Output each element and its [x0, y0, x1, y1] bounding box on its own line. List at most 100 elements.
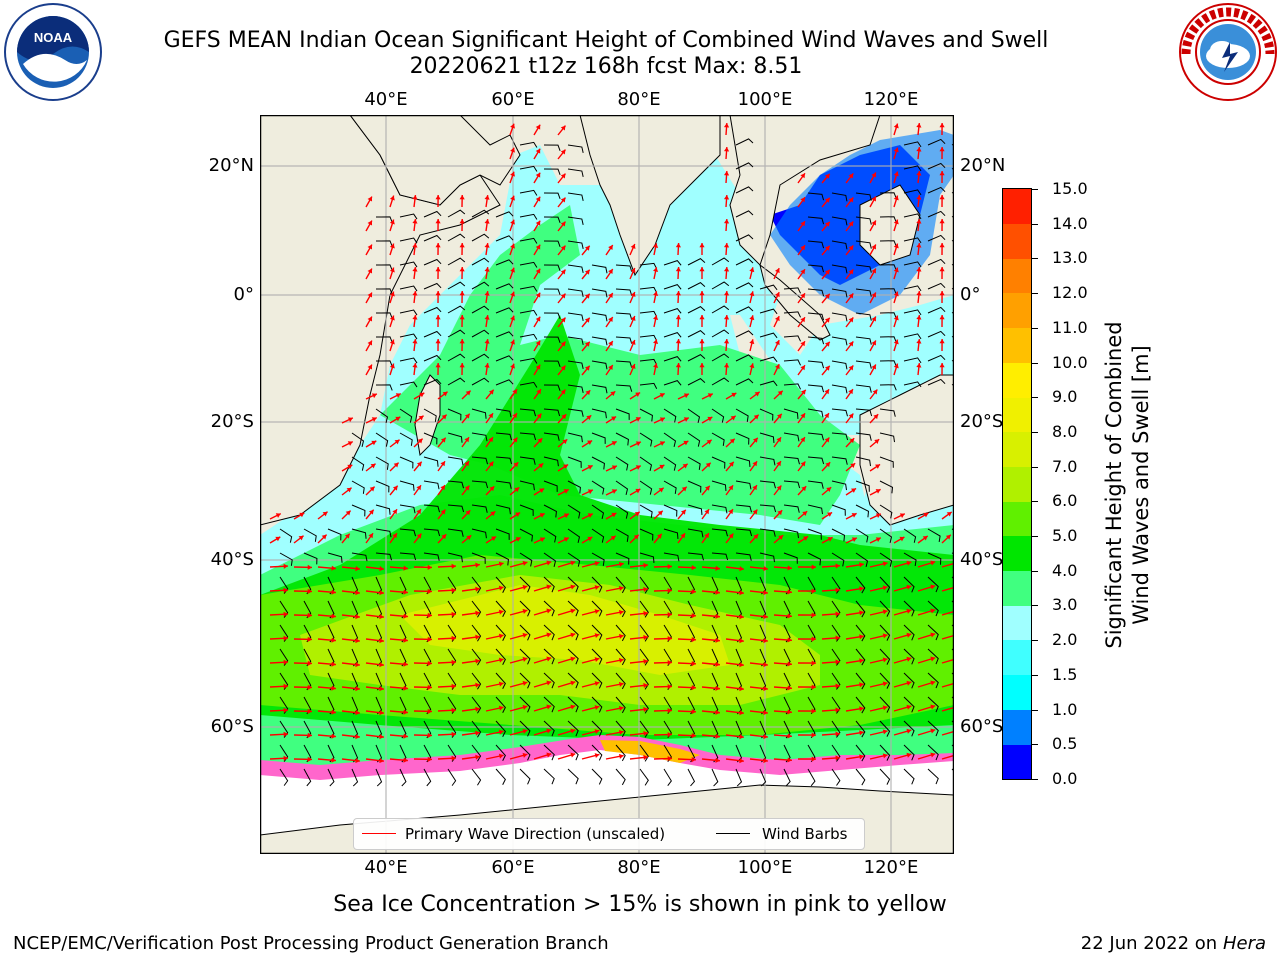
wind-barb: [735, 234, 754, 242]
wave-direction-arrowhead: [939, 267, 945, 272]
date-text: 22 Jun 2022 on: [1080, 933, 1218, 954]
wave-direction-arrowhead: [893, 171, 899, 177]
wave-direction-arrowhead: [371, 393, 377, 399]
wind-barb: [663, 768, 672, 787]
wind-barb: [591, 456, 605, 470]
wave-direction-arrowhead: [704, 533, 709, 539]
wind-barb: [735, 210, 754, 218]
wave-direction-arrowhead: [916, 219, 922, 224]
southeast-asia: [729, 115, 881, 266]
wind-barb: [567, 768, 579, 785]
wave-direction-arrowhead: [395, 393, 401, 398]
wind-barb: [663, 284, 682, 290]
wind-barb: [927, 768, 939, 785]
wave-direction-arrowhead: [707, 393, 713, 398]
wind-barb: [903, 357, 922, 364]
wave-direction-arrowhead: [347, 441, 353, 446]
wave-direction-arrowhead: [824, 197, 830, 203]
colorbar-tick-label: 5.0: [1052, 526, 1078, 546]
wind-barb: [711, 257, 730, 266]
wind-barb: [783, 383, 802, 390]
wave-direction-arrowhead: [835, 707, 840, 713]
wave-direction-arrowhead: [859, 730, 864, 736]
wave-direction-arrowhead: [800, 293, 805, 299]
wind-barb: [591, 288, 608, 298]
wave-direction-arrowhead: [379, 638, 384, 644]
wave-direction-arrowhead: [851, 488, 857, 493]
wave-direction-arrowhead: [611, 465, 617, 471]
wave-direction-arrowhead: [563, 537, 569, 542]
wind-barb: [567, 528, 581, 543]
wind-barb: [687, 306, 706, 314]
wind-barb: [783, 456, 800, 465]
wind-barb: [279, 744, 289, 762]
colorbar-segment: [1003, 744, 1031, 780]
wave-direction-arrowhead: [427, 732, 432, 738]
wind-barb: [543, 624, 555, 641]
wind-barb: [423, 258, 442, 266]
wave-direction-arrowhead: [653, 243, 659, 248]
wave-direction-arrowhead: [371, 440, 377, 446]
wind-barb: [927, 258, 946, 266]
wave-direction-arrowhead: [355, 734, 360, 740]
wave-direction-arrowhead: [835, 587, 840, 593]
wave-direction-arrowhead: [728, 509, 733, 515]
wave-direction-arrowhead: [475, 706, 480, 712]
wave-direction-arrowhead: [667, 564, 672, 570]
wind-barb: [927, 576, 939, 593]
colorbar-tick-mark: [1032, 327, 1038, 329]
wind-barb: [423, 504, 441, 513]
wave-direction-arrowhead: [459, 339, 465, 344]
wind-barb: [879, 264, 897, 271]
wave-direction-arrowhead: [546, 632, 552, 638]
wind-barb: [375, 336, 393, 343]
wave-direction-arrowhead: [763, 685, 768, 692]
wave-direction-arrowhead: [882, 609, 888, 615]
wave-direction-arrowhead: [882, 753, 888, 759]
wind-barb: [615, 720, 626, 738]
wind-barb: [399, 552, 417, 561]
wave-direction-arrowhead: [498, 705, 504, 711]
wave-direction-arrowhead: [546, 584, 552, 590]
wind-barb: [567, 192, 584, 202]
wind-barb: [927, 162, 946, 170]
wind-barb: [783, 359, 802, 366]
wave-direction-arrowhead: [367, 340, 373, 346]
wind-barb: [399, 285, 418, 292]
wind-barb: [831, 696, 841, 714]
wind-barb: [471, 377, 490, 386]
wind-barb: [735, 480, 752, 490]
wave-direction-arrowhead: [322, 511, 328, 517]
wind-barb: [807, 480, 824, 489]
wind-barb: [879, 768, 891, 785]
wind-barb: [423, 306, 442, 314]
wind-barb: [639, 744, 649, 762]
wave-direction-arrowhead: [707, 416, 713, 422]
wave-direction-arrowhead: [368, 533, 374, 539]
wave-direction-arrowhead: [882, 705, 888, 711]
wind-barb: [927, 696, 939, 713]
wave-direction-arrowhead: [800, 389, 806, 395]
wave-direction-arrowhead: [916, 195, 922, 200]
colorbar-tick-label: 0.5: [1052, 734, 1078, 754]
wave-direction-arrowhead: [490, 511, 496, 517]
wind-barb: [519, 381, 538, 388]
wave-direction-arrowhead: [715, 733, 720, 739]
wind-barb: [615, 264, 633, 272]
wave-direction-legend-label: Primary Wave Direction (unscaled): [405, 825, 666, 843]
wind-barb: [879, 216, 897, 223]
wave-direction-arrowhead: [584, 269, 590, 275]
wind-barb: [783, 408, 799, 419]
wave-direction-arrowhead: [331, 589, 336, 595]
wind-barb: [447, 377, 466, 386]
wind-barb: [831, 480, 848, 491]
wind-barb: [471, 552, 486, 564]
wind-barb: [591, 432, 606, 444]
colorbar-tick-label: 4.0: [1052, 560, 1078, 580]
wind-barb: [495, 744, 506, 761]
wind-barb: [831, 432, 849, 441]
wave-direction-arrowhead: [730, 415, 736, 421]
wave-direction-arrowhead: [752, 485, 757, 491]
wave-direction-arrowhead: [723, 147, 730, 152]
wind-barb: [543, 720, 555, 737]
